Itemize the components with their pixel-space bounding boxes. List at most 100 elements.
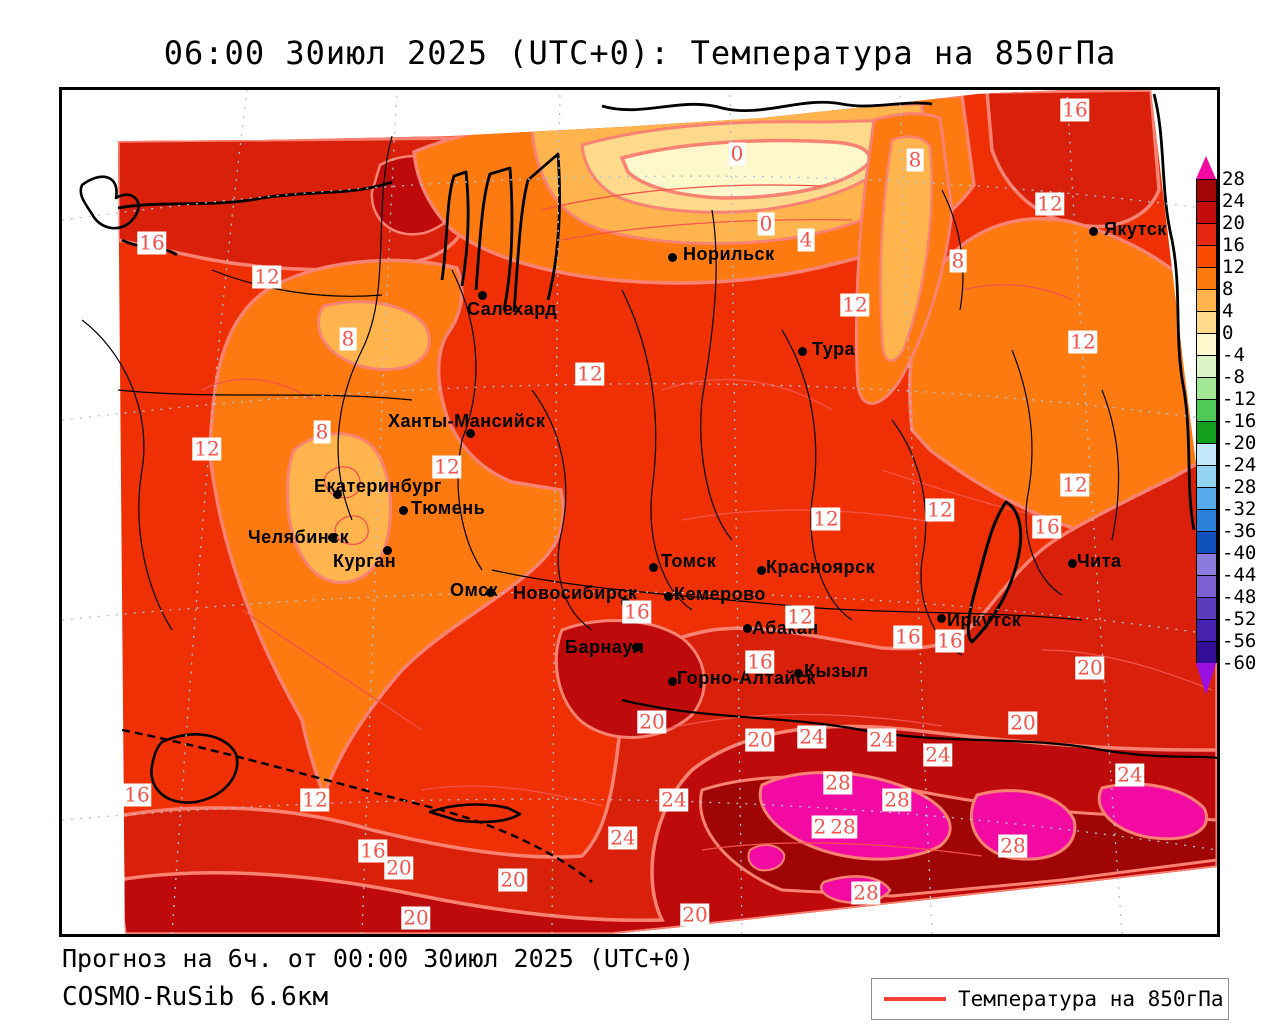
city-dot	[668, 677, 677, 686]
contour-label: 16	[358, 838, 388, 863]
map-frame: Норильск Салехард Тура Якутск Ханты-Мансийск…	[59, 87, 1220, 937]
colorbar-tick: 16	[1222, 234, 1245, 256]
contour-label: 2	[811, 814, 829, 839]
city-dot	[937, 614, 946, 623]
contour-label: 24	[608, 825, 638, 850]
colorbar-tick: -52	[1222, 608, 1257, 630]
region-4-8-band-east	[879, 135, 933, 362]
colorbar-segment	[1197, 224, 1216, 246]
city-label: Красноярск	[766, 557, 876, 577]
region-28plus-c	[1097, 782, 1208, 841]
colorbar-tick: -28	[1222, 476, 1257, 498]
contour-label: 20	[498, 867, 528, 892]
city-dot	[328, 533, 337, 542]
contour-label: 16	[893, 624, 923, 649]
contour-label: 20	[1075, 655, 1105, 680]
page-title: 06:00 30июл 2025 (UTC+0): Температура на…	[163, 34, 1117, 72]
contour-label: 16	[935, 628, 965, 653]
region-4-8-ural-north	[317, 300, 431, 371]
city-dot	[466, 429, 475, 438]
colorbar-tick: -56	[1222, 630, 1257, 652]
contour-label: 12	[811, 506, 841, 531]
forecast-info: Прогноз на 6ч. от 00:00 30июл 2025 (UTC+…	[62, 944, 695, 973]
contour-label: 28	[828, 814, 858, 839]
contour-label: 12	[785, 604, 815, 629]
contour-label: 12	[300, 787, 330, 812]
city-label: Иркутск	[947, 610, 1022, 630]
admin-borders	[81, 135, 1120, 656]
contour-label: 16	[622, 599, 652, 624]
contour-label: 16	[122, 782, 152, 807]
colorbar-segment	[1197, 598, 1216, 620]
contour-label: 0	[728, 141, 746, 166]
colorbar-segment	[1197, 642, 1216, 664]
colorbar-segment	[1197, 246, 1216, 268]
city-label: Курган	[333, 551, 397, 571]
colorbar-tick: -4	[1222, 344, 1245, 366]
colorbar-segment	[1197, 356, 1216, 378]
contour-label: 20	[1008, 710, 1038, 735]
contour-label: 8	[339, 326, 357, 351]
contour-label: 24	[923, 742, 953, 767]
contour-label: 20	[680, 902, 710, 927]
colorbar-segment	[1197, 312, 1216, 334]
colorbar-segment	[1197, 532, 1216, 554]
contour-label: 16	[745, 649, 775, 674]
city-dot	[383, 546, 392, 555]
colorbar-tick: -36	[1222, 520, 1257, 542]
legend-line-sample	[884, 997, 946, 1001]
colorbar-tick: 24	[1222, 190, 1245, 212]
colorbar-segment	[1197, 576, 1216, 598]
colorbar-tick: -60	[1222, 652, 1257, 674]
city-label: Салехард	[467, 299, 558, 319]
contour-label: 24	[1115, 762, 1145, 787]
colorbar-tick: -20	[1222, 432, 1257, 454]
contour-label: 28	[998, 833, 1028, 858]
contour-label: 16	[137, 230, 167, 255]
city-dot	[649, 563, 658, 572]
region-28plus-b	[970, 789, 1077, 861]
contour-label: 24	[659, 787, 689, 812]
colorbar-segment	[1197, 400, 1216, 422]
city-label: Горно-Алтайск	[677, 668, 817, 688]
city-label: Томск	[661, 551, 717, 571]
city-label: Кызыл	[804, 661, 869, 681]
region-28plus-e	[747, 844, 786, 872]
city-dot	[399, 506, 408, 515]
colorbar-tick: -44	[1222, 564, 1257, 586]
city-label: Кемерово	[674, 584, 766, 604]
city-label: Ханты-Мансийск	[388, 411, 546, 431]
region-4-8-ekaterinburg	[286, 432, 393, 584]
contour-label: 12	[1068, 329, 1098, 354]
colorbar-tick: -32	[1222, 498, 1257, 520]
contour-label: 0	[757, 211, 775, 236]
colorbar-segment	[1197, 554, 1216, 576]
colorbar-segment	[1197, 488, 1216, 510]
colorbar	[1196, 179, 1217, 664]
contour-label: 16	[1060, 97, 1090, 122]
contour-label: 28	[823, 770, 853, 795]
contour-label: 16	[1032, 514, 1062, 539]
city-label: Барнаул	[565, 637, 645, 657]
colorbar-segment	[1197, 378, 1216, 400]
city-dot	[664, 592, 673, 601]
colorbar-tick: 8	[1222, 278, 1234, 300]
colorbar-tick: 4	[1222, 300, 1234, 322]
contour-label: 4	[797, 227, 815, 252]
city-label: Екатеринбург	[314, 476, 442, 496]
contour-label: 24	[867, 727, 897, 752]
colorbar-segment	[1197, 334, 1216, 356]
city-dot	[798, 347, 807, 356]
graticule	[62, 90, 1217, 934]
colorbar-segment	[1197, 466, 1216, 488]
colorbar-segment	[1197, 202, 1216, 224]
city-dot	[1089, 227, 1098, 236]
contour-label: 12	[432, 454, 462, 479]
city-dot	[668, 253, 677, 262]
contour-label: 12	[840, 292, 870, 317]
contour-label: 8	[906, 147, 924, 172]
city-dot	[743, 624, 752, 633]
legend-label: Температура на 850гПа	[958, 987, 1224, 1011]
coastlines	[79, 93, 1196, 824]
